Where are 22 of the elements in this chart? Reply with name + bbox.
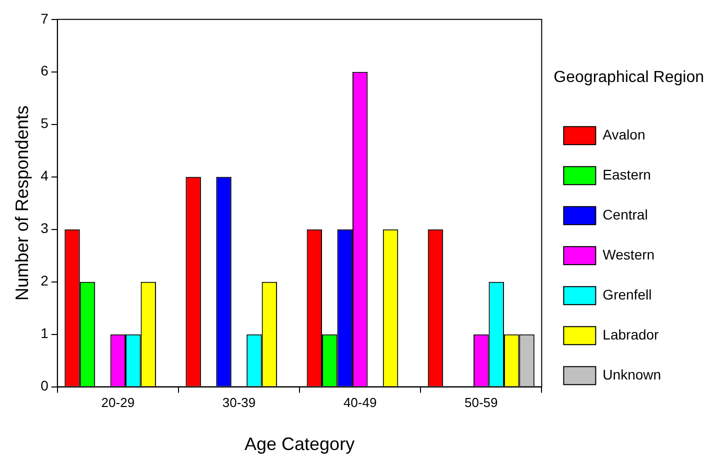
x-tick-label: 40-49 xyxy=(343,395,377,410)
x-axis-title: Age Category xyxy=(244,434,355,454)
y-tick-label: 4 xyxy=(40,168,49,184)
y-tick-label: 2 xyxy=(40,272,49,289)
legend-label: Labrador xyxy=(602,326,660,342)
legend-label: Western xyxy=(602,246,655,262)
y-tick-label: 5 xyxy=(40,115,49,132)
y-tick-label: 6 xyxy=(40,62,49,79)
legend-label: Grenfell xyxy=(602,286,652,302)
x-tick-label: 30-39 xyxy=(222,395,256,410)
y-axis-title: Number of Respondents xyxy=(12,106,32,301)
x-tick-label: 20-29 xyxy=(101,395,135,410)
x-tick-label: 50-59 xyxy=(464,395,498,410)
legend-label: Unknown xyxy=(602,366,662,382)
legend-label: Central xyxy=(602,206,648,222)
y-tick-label: 3 xyxy=(40,220,49,236)
y-tick-label: 0 xyxy=(40,378,49,394)
legend-label: Eastern xyxy=(602,166,651,182)
legend-title: Geographical Region xyxy=(554,68,704,86)
y-tick-label: 7 xyxy=(40,10,49,26)
legend-label: Avalon xyxy=(602,126,646,142)
y-tick-label: 1 xyxy=(40,325,49,342)
